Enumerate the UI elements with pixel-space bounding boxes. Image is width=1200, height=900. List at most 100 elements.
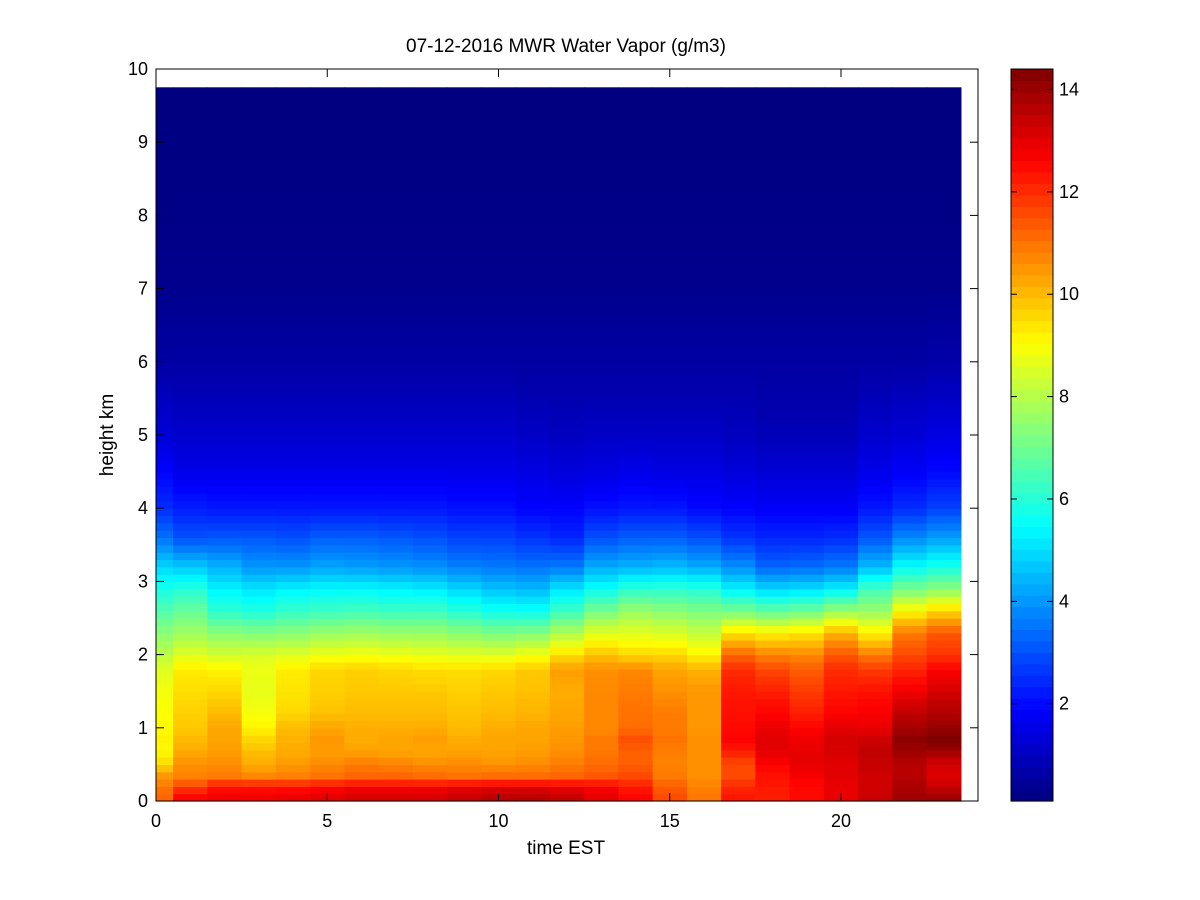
heatmap-cell	[412, 713, 448, 722]
heatmap-cell	[412, 493, 448, 502]
heatmap-cell	[549, 683, 585, 692]
heatmap-cell	[412, 610, 448, 619]
heatmap-cell	[721, 793, 756, 802]
heatmap-cell	[481, 142, 517, 151]
heatmap-cell	[378, 215, 414, 224]
heatmap-cell	[789, 603, 825, 612]
heatmap-cell	[275, 771, 311, 780]
heatmap-cell	[310, 391, 345, 399]
heatmap-cell	[344, 705, 380, 714]
colorbar-step	[1011, 492, 1053, 505]
heatmap-cell	[207, 720, 243, 729]
y-tick-label: 4	[138, 498, 148, 518]
heatmap-cell	[926, 720, 962, 729]
heatmap-cell	[618, 208, 654, 216]
heatmap-cell	[823, 574, 859, 582]
heatmap-cell	[926, 581, 962, 590]
heatmap-cell	[892, 105, 928, 114]
heatmap-cell	[515, 735, 551, 744]
heatmap-cell	[447, 303, 482, 312]
heatmap-cell	[156, 478, 174, 487]
heatmap-cell	[549, 486, 585, 495]
heatmap-cell	[412, 332, 448, 341]
heatmap-cell	[755, 259, 791, 268]
heatmap-cell	[584, 713, 619, 722]
heatmap-cell	[584, 537, 619, 546]
heatmap-cell	[412, 98, 448, 107]
heatmap-cell	[584, 676, 619, 685]
heatmap-cell	[789, 288, 825, 297]
heatmap-cell	[549, 515, 585, 524]
heatmap-cell	[447, 508, 482, 517]
heatmap-cell	[156, 222, 174, 231]
heatmap-cell	[241, 435, 277, 443]
heatmap-cell	[721, 471, 756, 480]
heatmap-cell	[789, 347, 825, 356]
heatmap-cell	[156, 295, 174, 304]
heatmap-cell	[926, 288, 962, 297]
heatmap-cell	[378, 222, 414, 231]
heatmap-cell	[823, 683, 859, 692]
heatmap-cell	[378, 793, 414, 802]
heatmap-cell	[447, 478, 482, 487]
heatmap-cell	[447, 698, 482, 707]
heatmap-cell	[926, 98, 962, 107]
heatmap-cell	[858, 537, 893, 546]
heatmap-cell	[241, 303, 277, 312]
heatmap-cell	[344, 632, 380, 641]
heatmap-cell	[823, 90, 859, 99]
heatmap-cell	[156, 361, 174, 370]
heatmap-cell	[652, 508, 688, 517]
heatmap-cell	[412, 544, 448, 553]
heatmap-cell	[652, 698, 688, 707]
heatmap-cell	[755, 442, 791, 451]
heatmap-cell	[378, 252, 414, 260]
heatmap-cell	[721, 639, 756, 648]
heatmap-cell	[156, 200, 174, 209]
heatmap-cell	[823, 310, 859, 319]
heatmap-cell	[652, 200, 688, 209]
heatmap-cell	[412, 449, 448, 458]
heatmap-cell	[789, 596, 825, 604]
heatmap-cell	[858, 661, 893, 670]
heatmap-cell	[789, 552, 825, 561]
heatmap-cell	[378, 574, 414, 582]
heatmap-cell	[549, 332, 585, 341]
heatmap-cell	[344, 639, 380, 648]
heatmap-cell	[721, 588, 756, 597]
heatmap-cell	[755, 339, 791, 348]
heatmap-cell	[412, 596, 448, 604]
heatmap-cell	[652, 112, 688, 121]
heatmap-cell	[926, 193, 962, 202]
heatmap-cell	[755, 266, 791, 275]
heatmap-cell	[823, 288, 859, 297]
heatmap-cell	[721, 361, 756, 370]
heatmap-cell	[858, 625, 893, 634]
heatmap-cell	[207, 713, 243, 722]
heatmap-cell	[173, 354, 208, 363]
heatmap-cell	[156, 757, 174, 765]
heatmap-cell	[789, 266, 825, 275]
heatmap-cell	[721, 325, 756, 334]
heatmap-cell	[173, 735, 208, 744]
colorbar-step	[1011, 595, 1053, 608]
heatmap-cell	[549, 456, 585, 465]
heatmap-cell	[686, 596, 722, 604]
heatmap-cell	[481, 317, 517, 326]
heatmap-cell	[173, 610, 208, 619]
heatmap-cell	[275, 398, 311, 407]
heatmap-cell	[275, 786, 311, 795]
heatmap-cell	[156, 398, 174, 407]
heatmap-cell	[275, 376, 311, 385]
heatmap-cell	[618, 478, 654, 487]
heatmap-cell	[447, 764, 482, 773]
heatmap-cell	[275, 632, 311, 641]
heatmap-cell	[892, 222, 928, 231]
heatmap-cell	[156, 537, 174, 546]
heatmap-cell	[241, 574, 277, 582]
heatmap-cell	[447, 244, 482, 253]
heatmap-cell	[926, 486, 962, 495]
heatmap-cell	[310, 705, 345, 714]
heatmap-cell	[173, 793, 208, 802]
heatmap-cell	[515, 420, 551, 429]
